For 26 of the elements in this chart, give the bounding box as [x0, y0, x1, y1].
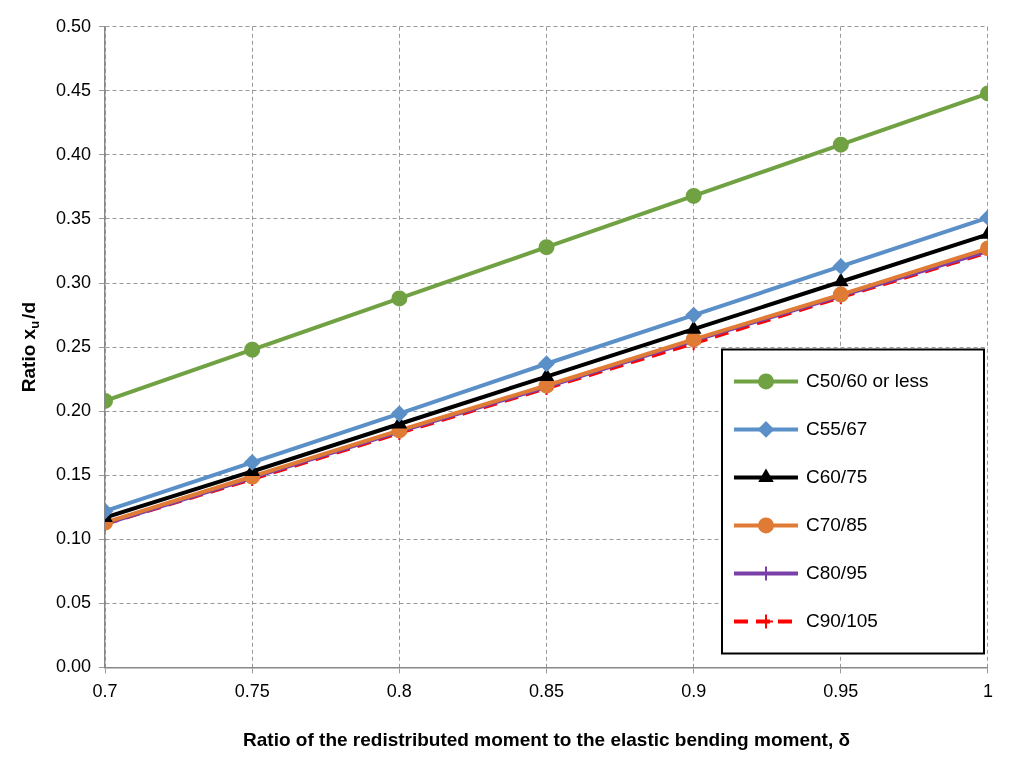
y-tick-label: 0.40: [55, 143, 92, 164]
legend-label: C90/105: [805, 609, 878, 631]
legend-label: C80/95: [805, 561, 868, 583]
y-tick-label: 0.20: [55, 400, 92, 421]
x-tick-label: 0.8: [386, 681, 412, 702]
x-tick-label: 0.95: [823, 681, 859, 702]
x-tick-label: 0.9: [681, 681, 707, 702]
y-tick-label: 0.15: [55, 464, 92, 485]
x-tick-label: 0.85: [528, 681, 565, 702]
y-tick-label: 0.35: [55, 207, 92, 228]
legend-label: C50/60 or less: [805, 369, 929, 391]
legend-label: C60/75: [805, 465, 868, 487]
y-tick-label: 0.45: [55, 79, 92, 100]
x-tick-label: 1: [982, 681, 993, 702]
legend-label: C55/67: [805, 417, 868, 439]
y-tick-label: 0.25: [55, 336, 92, 357]
y-tick-label: 0.10: [55, 528, 92, 549]
x-tick-label: 0.75: [234, 681, 270, 702]
y-tick-label: 0.30: [55, 272, 92, 293]
x-axis-title: Ratio of the redistributed moment to the elastic bending moment, δ: [243, 729, 850, 751]
x-tick-label: 0.7: [92, 681, 118, 702]
legend-label: C70/85: [805, 513, 868, 535]
y-tick-label: 0.00: [55, 656, 92, 677]
y-tick-label: 0.05: [55, 592, 92, 613]
y-axis-title: Ratio xu/d: [18, 302, 43, 393]
y-tick-label: 0.50: [55, 15, 92, 36]
